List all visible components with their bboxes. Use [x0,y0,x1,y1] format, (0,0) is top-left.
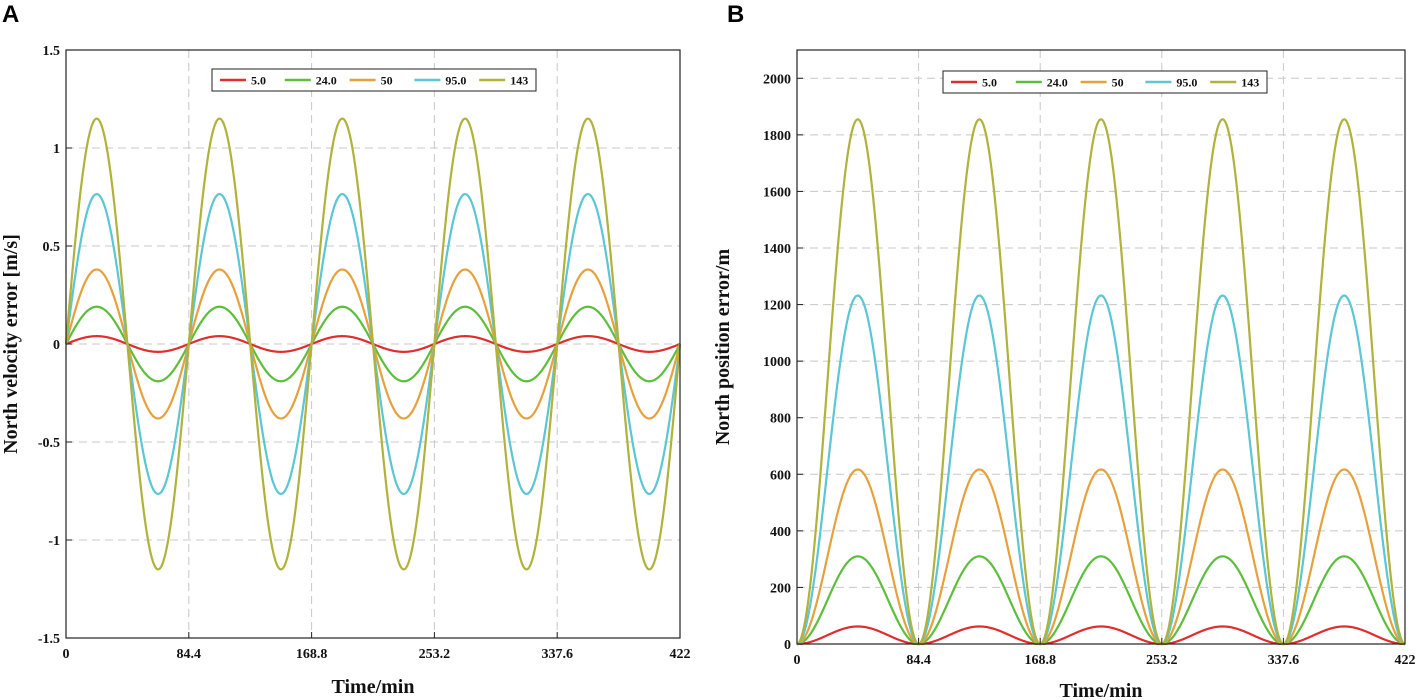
y-tick-label: 0.5 [43,240,61,255]
y-tick-label: 0 [53,338,60,353]
x-tick-label: 84.4 [906,653,931,668]
panel-b-letter: B [727,1,744,28]
panel-a-ticks: 0 84.4 168.8 253.2 337.6 422 -1.5 -1 -0.5 0 0.5 1 1.… [38,44,691,662]
panel-b-legend: 5.0 24.0 50 95.0 143 [942,70,1268,94]
legend-label-24.0: 24.0 [316,74,337,88]
series-line-24.0 [796,555,1406,646]
legend-label-143: 143 [1241,76,1259,90]
panel-a-legend: 5.0 24.0 50 95.0 143 [211,68,537,92]
x-tick-label: 84.4 [177,647,202,662]
x-tick-label: 422 [670,647,691,662]
series-line-95.0 [796,294,1406,646]
y-tick-label: 2000 [763,72,791,87]
panel-b-ticks: 0 84.4 168.8 253.2 337.6 422 0 200 400 600 800 1000… [763,72,1416,668]
series-line-143 [64,117,682,571]
panel-a: A 0 84.4 168.8 253.2 337.6 422 -1.5 -1 -0.5 0 0.5 1… [0,1,691,698]
y-tick-label: 400 [770,525,791,540]
legend-label-50: 50 [1112,76,1124,90]
y-tick-label: 200 [770,581,791,596]
panel-b-ylabel: North position error/m [712,249,734,446]
y-tick-label: -1 [48,534,60,549]
x-tick-label: 337.6 [1268,653,1300,668]
panel-b-xlabel: Time/min [1060,680,1143,700]
y-tick-label: -1.5 [38,632,60,647]
legend-label-50: 50 [381,74,393,88]
y-tick-label: 1 [53,142,60,157]
y-tick-label: 1200 [763,299,791,314]
y-tick-label: 1000 [763,355,791,370]
x-tick-label: 168.8 [1024,653,1056,668]
legend-label-95.0: 95.0 [1176,76,1197,90]
panel-b-axes-frame [796,49,1406,645]
x-tick-label: 253.2 [419,647,451,662]
series-line-50 [796,468,1406,646]
panel-a-xlabel: Time/min [332,676,415,698]
x-tick-label: 0 [794,653,801,668]
y-tick-label: 1800 [763,129,791,144]
legend-label-5.0: 5.0 [251,74,266,88]
y-tick-label: 0 [784,638,791,653]
legend-label-143: 143 [510,74,528,88]
x-tick-label: 337.6 [541,647,573,662]
panel-a-letter: A [2,1,19,28]
series-line-5.0 [796,625,1406,646]
y-tick-label: 1600 [763,185,791,200]
panel-b-series-lines [796,118,1406,646]
y-tick-label: -0.5 [38,436,60,451]
y-tick-label: 1.5 [43,44,61,59]
x-tick-label: 0 [63,647,70,662]
legend-label-5.0: 5.0 [982,76,997,90]
y-tick-label: 600 [770,468,791,483]
legend-label-24.0: 24.0 [1047,76,1068,90]
y-tick-label: 1400 [763,242,791,257]
x-tick-label: 253.2 [1146,653,1178,668]
legend-label-95.0: 95.0 [445,74,466,88]
x-tick-label: 168.8 [296,647,328,662]
panel-a-ylabel: North velocity error [m/s] [0,234,22,454]
x-tick-label: 422 [1395,653,1416,668]
panel-b: B 0 84.4 168.8 253.2 337.6 422 0 200 400 600 800 10… [712,1,1416,700]
y-tick-label: 800 [770,412,791,427]
panel-a-series-lines [64,117,682,571]
series-line-143 [796,118,1406,646]
